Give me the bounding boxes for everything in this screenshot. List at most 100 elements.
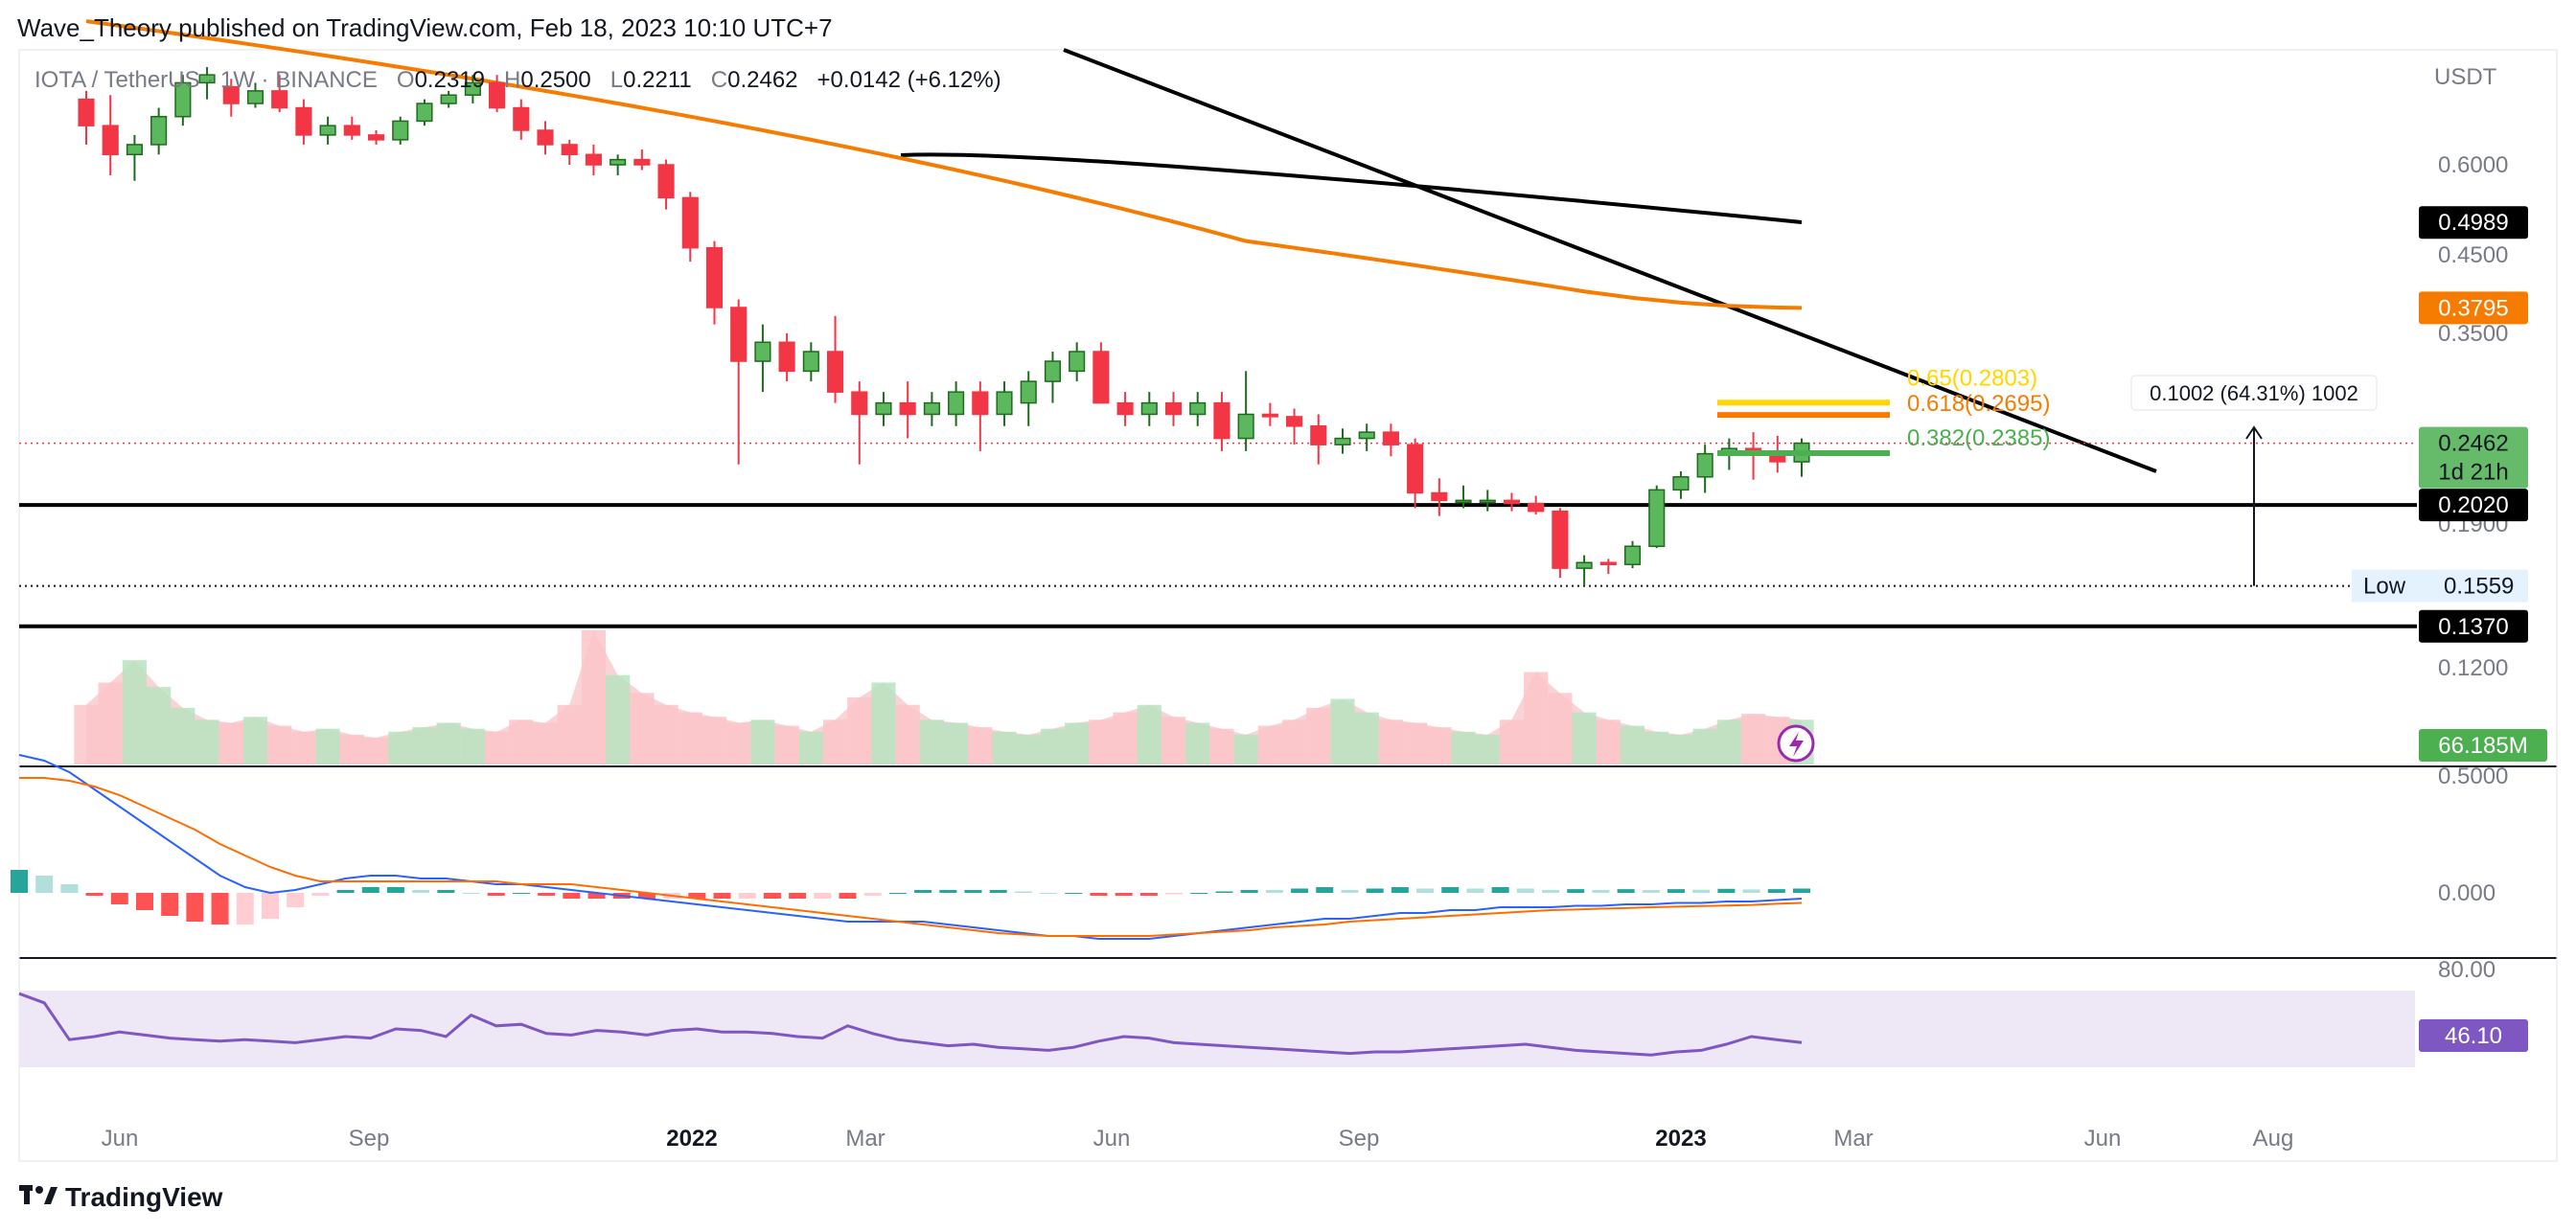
- volume-bar: [630, 693, 655, 764]
- time-axis[interactable]: Jun Sep 2022 Mar Jun Sep 2023 Mar Jun Aug: [102, 1126, 2294, 1152]
- time-tick-Sep: Sep: [1339, 1126, 1380, 1152]
- price-label-0.2020: 0.2020: [2438, 492, 2508, 518]
- macd-histogram-bar: [914, 890, 932, 893]
- high-label: H: [504, 67, 521, 93]
- candle-body: [826, 351, 844, 393]
- tv-logo-icon: [19, 1182, 58, 1213]
- volume-bar: [822, 719, 848, 764]
- macd-histogram-bar: [1366, 888, 1384, 893]
- volume-bar: [702, 717, 727, 764]
- macd-histogram-bar: [487, 893, 505, 896]
- time-tick-2022: 2022: [666, 1126, 717, 1152]
- volume-bar: [1668, 734, 1693, 764]
- price-label-box-0.2020: [2419, 489, 2528, 522]
- macd-histogram-bar: [1742, 889, 1760, 893]
- candle-body: [1382, 431, 1399, 445]
- volume-bar: [1716, 719, 1741, 764]
- price-label-0.3795: 0.3795: [2438, 295, 2508, 321]
- volume-bar: [1233, 734, 1258, 764]
- volume-label: 66.185M: [2438, 733, 2527, 759]
- price-label-box-0.1370: [2419, 609, 2528, 643]
- volume-bar: [1620, 725, 1645, 764]
- volume-label-box: [2419, 729, 2547, 762]
- macd-histogram-bar: [1190, 893, 1208, 894]
- macd-histogram-bar: [110, 893, 128, 904]
- volume-bar: [460, 728, 485, 764]
- volume-bar: [581, 630, 607, 764]
- price-label-0.2462: 0.2462: [2438, 431, 2508, 457]
- price-label-box-0.2462: [2419, 426, 2528, 489]
- macd-histogram-bar: [1240, 890, 1258, 893]
- macd-histogram-bar: [261, 893, 279, 919]
- candle-body: [1599, 561, 1617, 565]
- volume-bar: [195, 719, 219, 764]
- macd-histogram-bar: [361, 887, 380, 893]
- volume-bar: [919, 719, 944, 764]
- candle-body: [633, 158, 651, 166]
- candle-body: [150, 115, 168, 146]
- macd-histogram-bar: [563, 893, 581, 899]
- candle-body: [1672, 476, 1690, 491]
- time-tick-Jun: Jun: [1093, 1126, 1131, 1152]
- volume-bar: [1113, 712, 1138, 764]
- volume-bar: [1403, 722, 1428, 764]
- macd-histogram-bar: [814, 893, 832, 899]
- price-label-box-0.4989: [2419, 206, 2528, 240]
- candle-body: [1648, 489, 1666, 547]
- signal-line: [19, 777, 1803, 937]
- symbol-name[interactable]: IOTA / TetherUS: [34, 67, 200, 93]
- volume-bar: [436, 722, 461, 764]
- candle-body: [561, 144, 578, 156]
- volume-bar: [1065, 722, 1090, 764]
- macd-histogram-bar: [135, 893, 153, 910]
- macd-histogram-bar: [412, 890, 430, 893]
- candle-body: [1116, 401, 1134, 416]
- interval[interactable]: 1W: [219, 67, 255, 93]
- candle-body: [440, 94, 457, 104]
- fib-label-0.2803: 0.65(0.2803): [1907, 365, 2037, 391]
- price-label-0.1370: 0.1370: [2438, 614, 2508, 640]
- macd-histogram-bar: [738, 893, 756, 899]
- candle-body: [1044, 360, 1062, 382]
- time-tick-2023: 2023: [1655, 1126, 1706, 1152]
- macd-histogram-bar: [989, 890, 1007, 893]
- macd-histogram-bar: [1592, 890, 1610, 893]
- price-axis[interactable]: USDT0.60000.45000.35000.19000.12000.5000…: [2434, 64, 2508, 983]
- volume-bar: [1475, 734, 1500, 764]
- volume-bar: [1040, 728, 1066, 764]
- tradingview-logo[interactable]: TradingView: [19, 1182, 222, 1213]
- candle-body: [537, 129, 554, 146]
- macd-histogram-bar: [1416, 888, 1435, 893]
- macd-histogram-bar: [512, 893, 530, 894]
- macd-histogram-bar: [35, 876, 54, 893]
- macd-histogram-bar: [1215, 891, 1233, 893]
- volume-bar: [509, 719, 534, 764]
- candle-body: [1576, 561, 1593, 569]
- macd-histogram-bar: [287, 893, 305, 907]
- volume-bar: [1306, 707, 1331, 764]
- volume-bar: [1596, 719, 1621, 764]
- close-value: 0.2462: [727, 67, 798, 93]
- time-tick-Sep: Sep: [349, 1126, 390, 1152]
- candle-body: [102, 125, 119, 156]
- price-tick-0.6000: 0.6000: [2438, 152, 2508, 178]
- candle-body: [1528, 502, 1545, 513]
- candle-body: [1092, 351, 1110, 404]
- volume-bar: [606, 674, 631, 764]
- macd-histogram-bar: [161, 893, 179, 916]
- volume-bar: [1548, 693, 1573, 764]
- price-labels: 0.4989 0.3795 0.2462 1d 21h 0.2020 Low 0.1559 0…: [2352, 206, 2547, 1052]
- candle-body: [705, 246, 724, 308]
- candle-body: [1310, 425, 1327, 445]
- volume-bar: [774, 725, 799, 764]
- volume-bar: [218, 722, 243, 764]
- rsi-pane: [18, 992, 1803, 1057]
- volume-bar: [1330, 698, 1355, 764]
- candle-body: [1552, 510, 1569, 569]
- volume-bar: [122, 660, 148, 764]
- macd-histogram-bar: [236, 893, 254, 924]
- candle-body: [948, 391, 965, 416]
- macd-histogram-bar: [437, 890, 455, 893]
- macd-histogram-bar: [538, 893, 556, 896]
